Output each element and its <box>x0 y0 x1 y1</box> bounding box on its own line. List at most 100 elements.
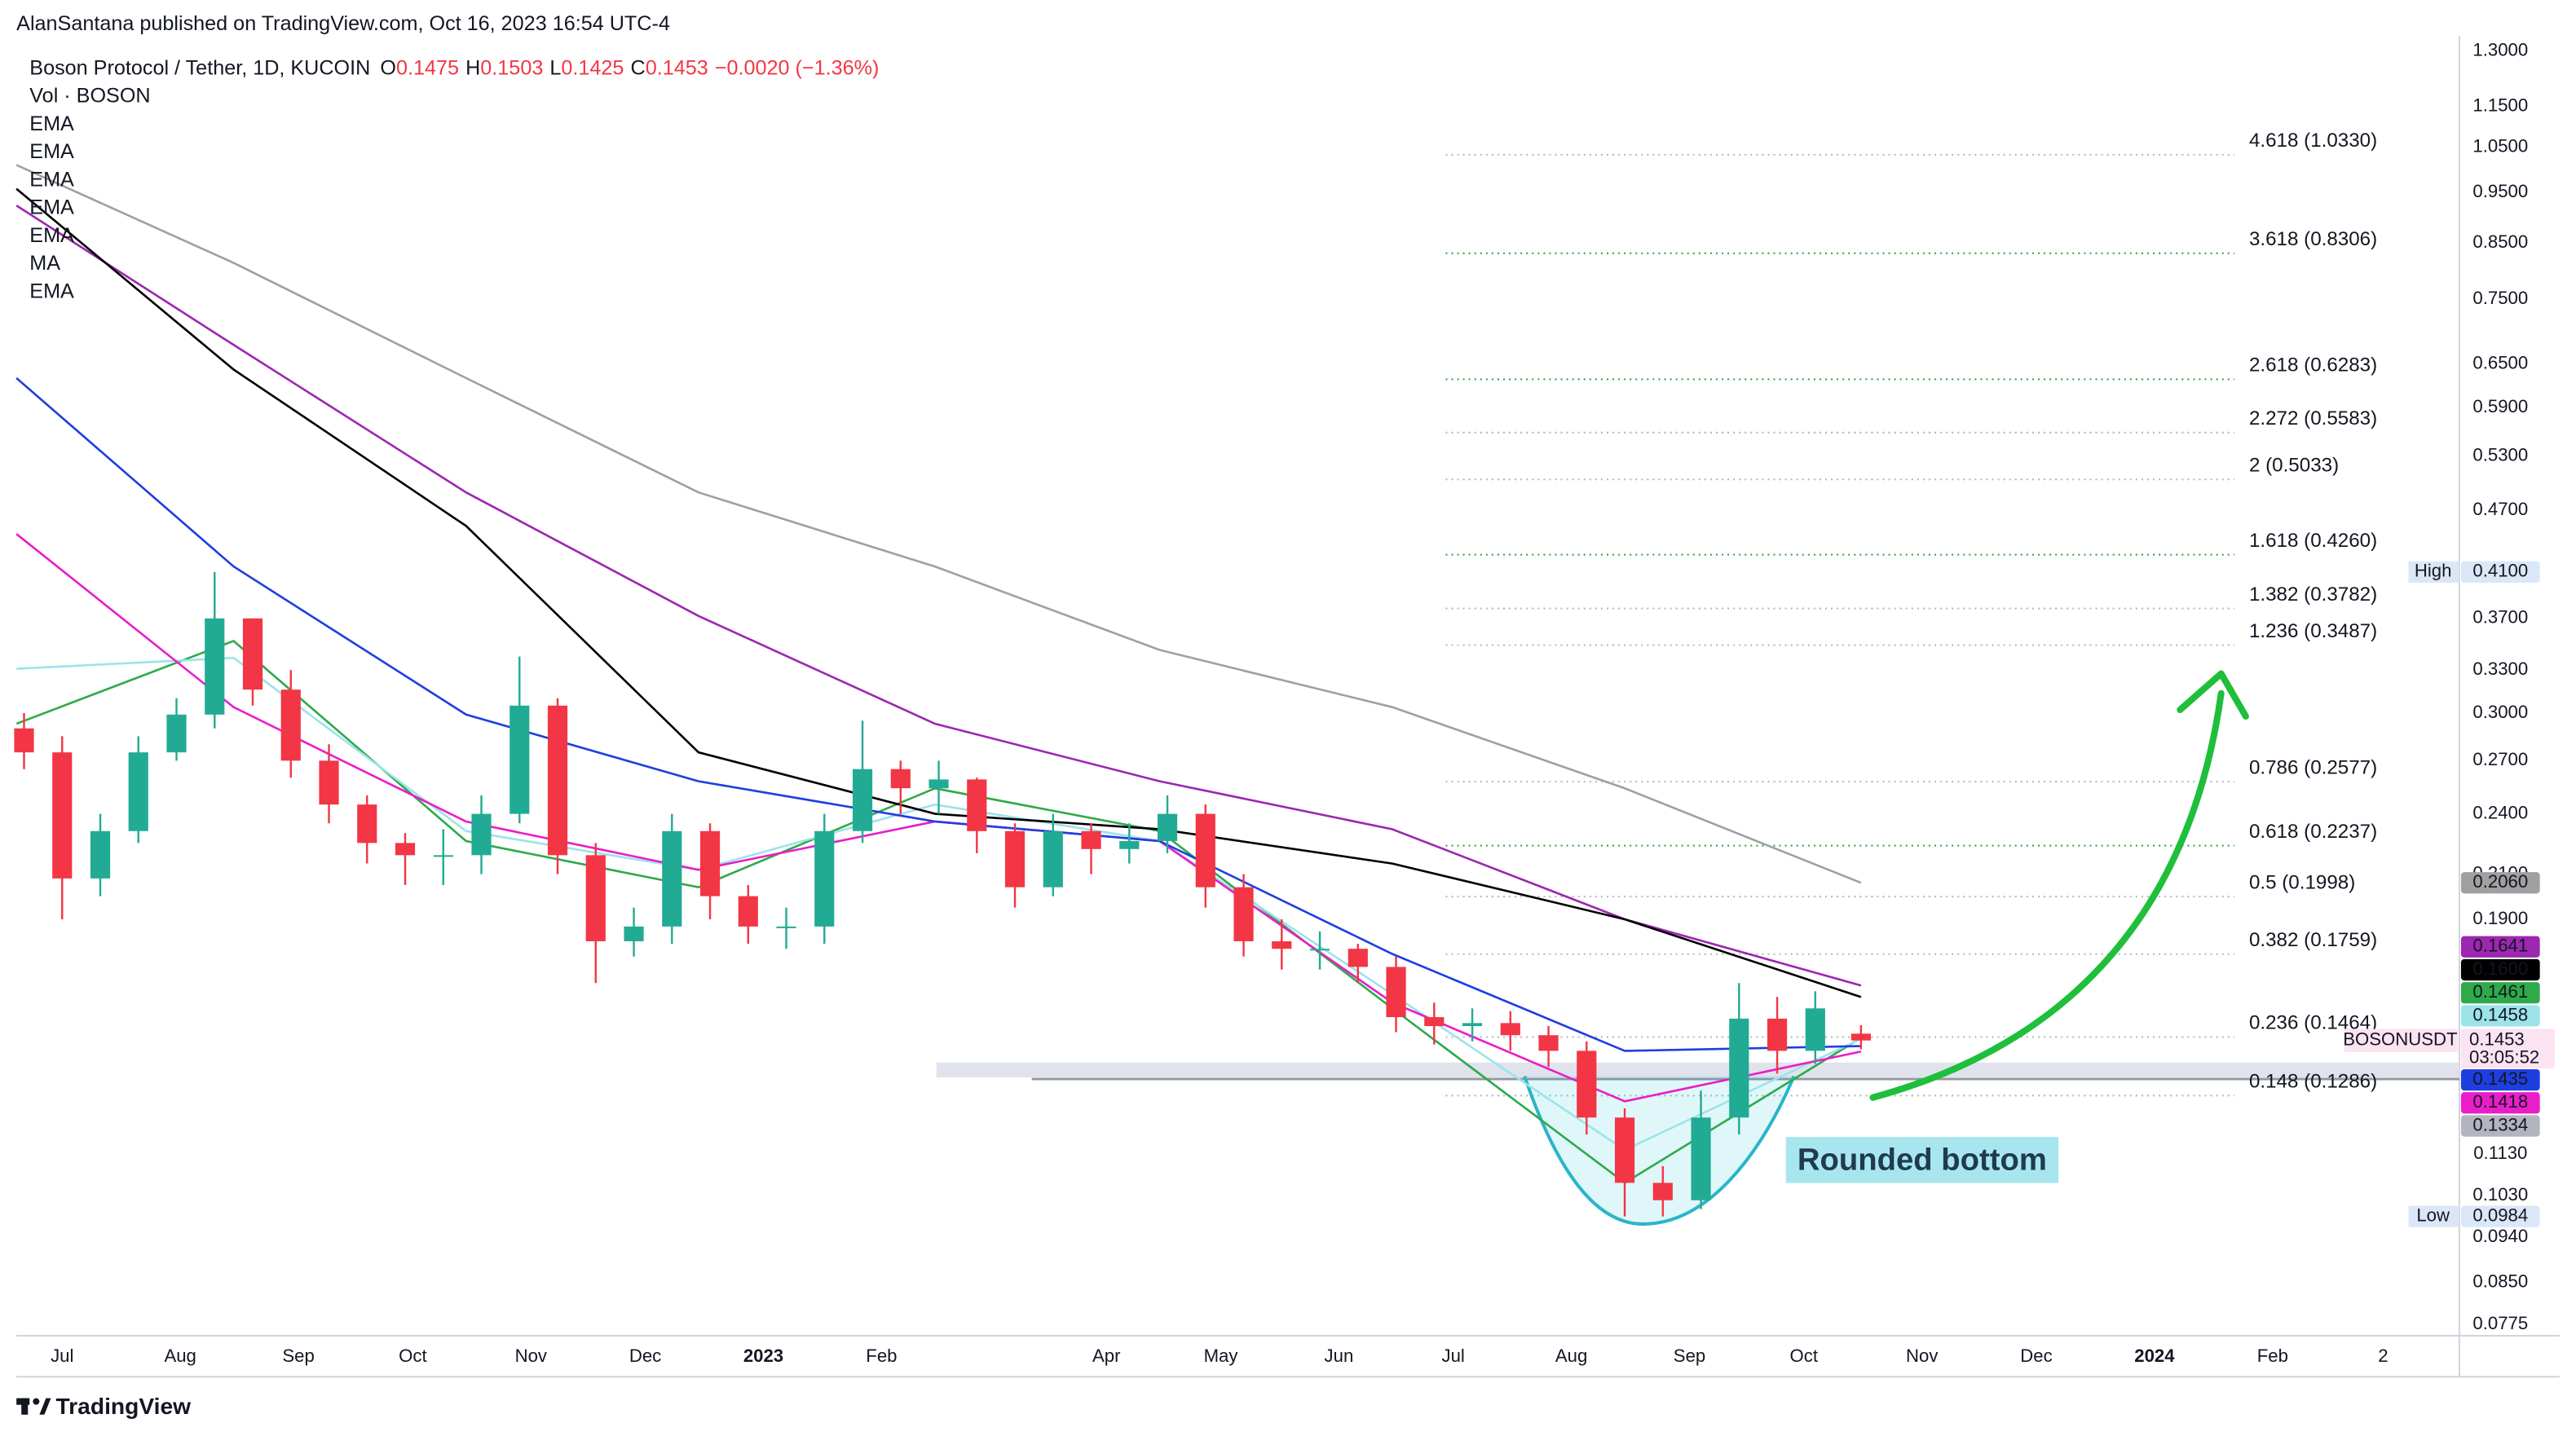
fib-label: 1.618 (0.4260) <box>2249 530 2377 552</box>
candle-body <box>509 705 530 814</box>
fib-label: 1.382 (0.3782) <box>2249 584 2377 606</box>
x-tick-label: 2023 <box>743 1346 783 1366</box>
x-tick-label: Aug <box>1555 1346 1587 1366</box>
y-tick-label: 0.5900 <box>2472 396 2528 416</box>
candle-body <box>1081 830 1101 849</box>
candle-body <box>852 769 873 831</box>
candle-body <box>1850 1033 1872 1041</box>
candle-body <box>1119 840 1140 849</box>
candle-body <box>738 896 758 927</box>
fib-label: 3.618 (0.8306) <box>2249 228 2377 250</box>
logo-part <box>33 1398 40 1405</box>
price-label-bg <box>2460 1005 2540 1027</box>
y-tick-label: 0.3700 <box>2472 607 2528 628</box>
candle-body <box>395 843 416 856</box>
y-tick-label: 0.9500 <box>2472 181 2528 201</box>
candle-body <box>433 855 453 857</box>
y-tick-label: 0.6500 <box>2472 352 2528 372</box>
candle-body <box>1424 1017 1445 1027</box>
price-label-bg <box>2460 936 2540 958</box>
symbol-name: Boson Protocol / Tether, 1D, KUCOIN <box>29 56 370 79</box>
price-label: 0.1461 <box>2472 981 2528 1002</box>
fib-label: 0.382 (0.1759) <box>2249 929 2377 951</box>
price-label: 0.1458 <box>2472 1004 2528 1024</box>
ohlc-value: 0.1503 <box>480 56 543 79</box>
logo-part <box>39 1398 51 1415</box>
x-tick-label: Dec <box>2020 1346 2052 1366</box>
candle-body <box>1004 830 1026 888</box>
fib-label: 1.236 (0.3487) <box>2249 620 2377 642</box>
footer-logo <box>16 1398 51 1415</box>
candle-body <box>14 728 34 753</box>
symbol-price: 0.1453 <box>2469 1029 2525 1050</box>
y-tick-label: 0.0775 <box>2472 1313 2528 1333</box>
candle-body <box>166 714 187 753</box>
candle-body <box>699 830 721 896</box>
candle-body <box>128 752 148 831</box>
fib-label: 0.148 (0.1286) <box>2249 1071 2377 1093</box>
x-tick-label: Oct <box>1790 1346 1818 1366</box>
candle-body <box>1500 1023 1520 1036</box>
x-tick-label: Sep <box>282 1346 314 1366</box>
candle-body <box>52 752 73 879</box>
y-tick-label: 0.0940 <box>2472 1226 2528 1246</box>
x-tick-label: 2024 <box>2134 1346 2175 1366</box>
candle-body <box>1805 1008 1825 1051</box>
y-tick-label: 0.1900 <box>2472 908 2528 928</box>
x-tick-label: May <box>1204 1346 1239 1366</box>
price-label: 0.1435 <box>2472 1068 2528 1089</box>
candle-body <box>585 855 606 941</box>
legend-entry: EMA <box>29 224 74 247</box>
candle-body <box>1729 1018 1749 1118</box>
fib-label: 0.5 (0.1998) <box>2249 871 2355 893</box>
x-tick-label: Jun <box>1325 1346 1354 1366</box>
price-label: 0.1334 <box>2472 1114 2528 1134</box>
legend-entry: EMA <box>29 196 74 219</box>
candle-body <box>890 769 911 789</box>
extreme-tag: High <box>2415 561 2452 581</box>
x-tick-label: Dec <box>629 1346 661 1366</box>
candle-body <box>1309 949 1330 951</box>
y-tick-label: 0.2700 <box>2472 749 2528 769</box>
fib-label: 0.618 (0.2237) <box>2249 821 2377 843</box>
extreme-tag: Low <box>2416 1205 2450 1225</box>
legend-entry: EMA <box>29 280 74 303</box>
annotation: Rounded bottom <box>1797 1142 2047 1177</box>
logo-part <box>21 1398 29 1415</box>
candle-body <box>624 926 644 941</box>
symbol-line: Boson Protocol / Tether, 1D, KUCOIN O0.14… <box>29 56 879 79</box>
price-label-bg <box>2460 1115 2540 1137</box>
indicator-line <box>15 377 1861 1052</box>
candle-body <box>1767 1018 1788 1051</box>
fib-label: 2 (0.5033) <box>2249 455 2339 477</box>
x-tick-label: Aug <box>164 1346 196 1366</box>
legend-entry: EMA <box>29 140 74 163</box>
extreme-tag-bg <box>2408 1205 2459 1227</box>
x-tick-label: Nov <box>1906 1346 1938 1366</box>
x-tick-label: Apr <box>1092 1346 1121 1366</box>
candle-body <box>1195 813 1215 888</box>
candle-body <box>205 618 225 715</box>
extreme-value-bg <box>2460 1205 2540 1227</box>
annotation-box <box>1785 1137 2059 1183</box>
indicator-line <box>15 164 1862 884</box>
price-label-bg <box>2460 958 2540 981</box>
candle-body <box>662 830 682 927</box>
y-tick-label: 0.0850 <box>2472 1271 2528 1292</box>
y-tick-label: 1.0500 <box>2472 136 2528 156</box>
legend-entry: MA <box>29 252 60 275</box>
candle-body <box>929 779 949 789</box>
candle-body <box>319 760 339 805</box>
fib-layer: 4.618 (1.0330) 3.618 (0.8306) 2.618 (0.628… <box>1445 130 2377 1097</box>
extreme-value-bg <box>2460 561 2540 583</box>
extreme-value: 0.0984 <box>2472 1205 2528 1225</box>
indicator-line <box>16 656 1862 1152</box>
y-tick-label: 0.1130 <box>2473 1143 2527 1163</box>
candle-body <box>1577 1051 1597 1118</box>
candle-body <box>1233 887 1254 941</box>
change: −0.0020 (−1.36%) <box>715 56 880 79</box>
candle-body <box>1157 813 1178 841</box>
axis-layer: 1.3000 1.1500 1.0500 0.9500 0.8500 0.7500 0.65… <box>51 36 2576 1366</box>
